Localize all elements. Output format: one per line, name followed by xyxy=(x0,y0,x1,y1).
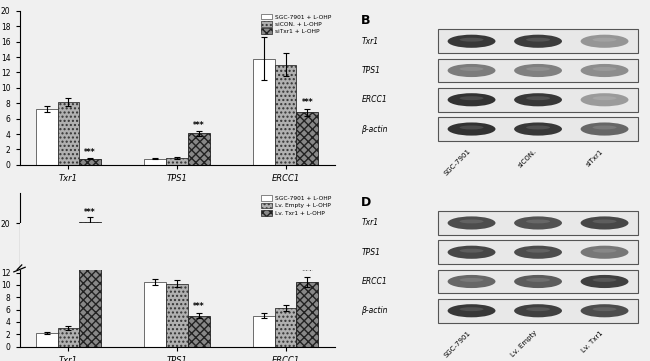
Text: SGC-7901: SGC-7901 xyxy=(443,148,471,177)
Ellipse shape xyxy=(580,122,629,136)
Bar xyxy=(438,211,638,235)
Legend: SGC-7901 + L-OHP, Lv. Empty + L-OHP, Lv. Txr1 + L-OHP: SGC-7901 + L-OHP, Lv. Empty + L-OHP, Lv.… xyxy=(258,193,334,218)
Ellipse shape xyxy=(526,38,550,42)
Ellipse shape xyxy=(514,35,562,48)
Text: Lv. Empty: Lv. Empty xyxy=(510,330,538,358)
Bar xyxy=(296,282,318,347)
Bar xyxy=(188,316,209,347)
Bar xyxy=(166,284,188,347)
Text: Lv. Txr1: Lv. Txr1 xyxy=(580,330,605,353)
Bar xyxy=(36,333,57,347)
Ellipse shape xyxy=(514,216,562,230)
Bar xyxy=(438,299,638,323)
Text: TPS1: TPS1 xyxy=(361,248,380,257)
Bar xyxy=(438,88,638,112)
Ellipse shape xyxy=(580,275,629,288)
Ellipse shape xyxy=(448,216,495,230)
Ellipse shape xyxy=(593,307,616,311)
Bar xyxy=(438,270,638,293)
Text: ERCC1: ERCC1 xyxy=(361,277,387,286)
Bar xyxy=(438,29,638,53)
Bar xyxy=(20,223,335,270)
Bar xyxy=(166,158,188,165)
Ellipse shape xyxy=(593,219,616,223)
Bar xyxy=(188,133,209,165)
Bar xyxy=(144,282,166,347)
Ellipse shape xyxy=(448,93,495,106)
Bar xyxy=(144,159,166,165)
Text: TPS1: TPS1 xyxy=(361,66,380,75)
Bar xyxy=(79,159,101,165)
Ellipse shape xyxy=(580,93,629,106)
Text: ***: *** xyxy=(302,267,313,276)
Bar xyxy=(253,316,275,347)
Text: ***: *** xyxy=(193,121,205,130)
Ellipse shape xyxy=(593,126,616,130)
Ellipse shape xyxy=(460,67,484,71)
Ellipse shape xyxy=(448,122,495,136)
Ellipse shape xyxy=(526,219,550,223)
Bar xyxy=(57,102,79,165)
Text: B: B xyxy=(361,14,371,27)
Text: siTxr1: siTxr1 xyxy=(585,148,604,167)
Ellipse shape xyxy=(460,126,484,130)
Ellipse shape xyxy=(526,249,550,253)
Text: β-actin: β-actin xyxy=(361,125,388,134)
Text: Txr1: Txr1 xyxy=(361,218,378,227)
Ellipse shape xyxy=(514,304,562,317)
Text: Txr1: Txr1 xyxy=(361,37,378,46)
Ellipse shape xyxy=(580,64,629,77)
Ellipse shape xyxy=(593,96,616,100)
Ellipse shape xyxy=(460,249,484,253)
Ellipse shape xyxy=(526,126,550,130)
Text: ERCC1: ERCC1 xyxy=(361,95,387,104)
Bar xyxy=(438,117,638,141)
Ellipse shape xyxy=(514,275,562,288)
Bar xyxy=(438,58,638,82)
Ellipse shape xyxy=(460,38,484,42)
Text: ***: *** xyxy=(302,98,313,107)
Text: D: D xyxy=(361,196,372,209)
Text: siCON.: siCON. xyxy=(517,148,538,169)
Text: ***: *** xyxy=(193,302,205,311)
Ellipse shape xyxy=(580,304,629,317)
Text: ***: *** xyxy=(84,148,96,157)
Ellipse shape xyxy=(448,246,495,259)
Bar xyxy=(438,240,638,264)
Ellipse shape xyxy=(593,38,616,42)
Ellipse shape xyxy=(593,67,616,71)
Text: SGC-7901: SGC-7901 xyxy=(443,330,471,358)
Bar xyxy=(275,65,296,165)
Ellipse shape xyxy=(514,93,562,106)
Ellipse shape xyxy=(460,96,484,100)
Ellipse shape xyxy=(448,35,495,48)
Ellipse shape xyxy=(460,307,484,311)
Ellipse shape xyxy=(460,219,484,223)
Ellipse shape xyxy=(593,249,616,253)
Ellipse shape xyxy=(514,246,562,259)
Bar xyxy=(79,222,101,347)
Text: ***: *** xyxy=(84,208,96,217)
Ellipse shape xyxy=(526,307,550,311)
Ellipse shape xyxy=(514,122,562,136)
Ellipse shape xyxy=(514,64,562,77)
Ellipse shape xyxy=(448,275,495,288)
Bar xyxy=(275,308,296,347)
Ellipse shape xyxy=(580,216,629,230)
Legend: SGC-7901 + L-OHP, siCON. + L-OHP, siTxr1 + L-OHP: SGC-7901 + L-OHP, siCON. + L-OHP, siTxr1… xyxy=(258,12,334,36)
Ellipse shape xyxy=(460,278,484,282)
Ellipse shape xyxy=(448,64,495,77)
Ellipse shape xyxy=(448,304,495,317)
Ellipse shape xyxy=(593,278,616,282)
Ellipse shape xyxy=(580,246,629,259)
Ellipse shape xyxy=(526,96,550,100)
Ellipse shape xyxy=(526,67,550,71)
Text: β-actin: β-actin xyxy=(361,306,388,315)
Bar xyxy=(296,113,318,165)
Bar xyxy=(57,328,79,347)
Ellipse shape xyxy=(526,278,550,282)
Ellipse shape xyxy=(580,35,629,48)
Bar xyxy=(253,58,275,165)
Bar xyxy=(36,109,57,165)
